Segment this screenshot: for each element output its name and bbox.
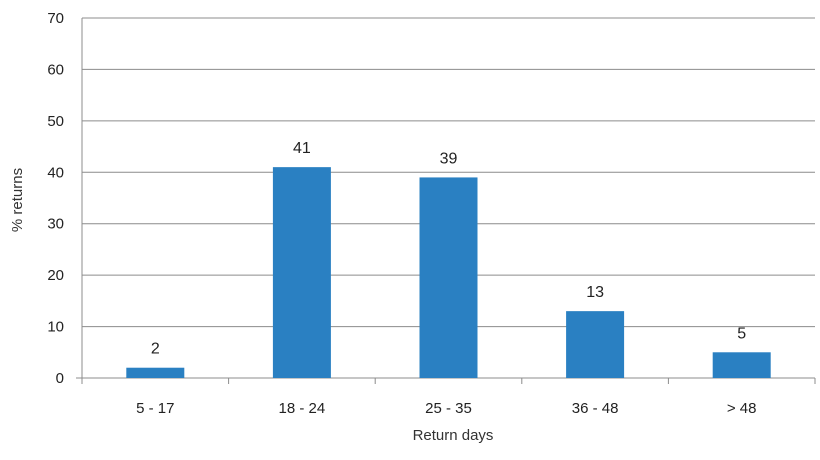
y-axis-title: % returns (9, 168, 26, 232)
data-labels: 2 41 39 13 5 (151, 140, 746, 358)
y-tick-label: 10 (47, 319, 64, 336)
y-tick-label: 30 (47, 216, 64, 233)
y-tick-label: 20 (47, 267, 64, 284)
y-tick-label: 50 (47, 113, 64, 130)
x-tick-label: > 48 (727, 400, 757, 417)
x-tick-label: 5 - 17 (136, 400, 174, 417)
y-tick-label: 0 (56, 370, 64, 387)
x-tick-label: 36 - 48 (572, 400, 619, 417)
y-tick-label: 40 (47, 164, 64, 181)
x-tick-label: 25 - 35 (425, 400, 472, 417)
y-axis-tick-labels: 0 10 20 30 40 50 60 70 (47, 10, 64, 387)
bar (419, 177, 478, 378)
y-tick-label: 70 (47, 10, 64, 27)
x-axis-title: Return days (413, 427, 494, 444)
data-label: 13 (586, 284, 604, 301)
bar (272, 167, 331, 378)
bar (126, 367, 185, 378)
bars (126, 167, 771, 378)
x-tick-label: 18 - 24 (279, 400, 326, 417)
y-tick-label: 60 (47, 61, 64, 78)
data-label: 2 (151, 341, 160, 358)
bar (566, 311, 625, 378)
data-label: 5 (737, 325, 746, 342)
bar (712, 352, 771, 378)
data-label: 39 (440, 150, 458, 167)
x-axis-tick-labels: 5 - 17 18 - 24 25 - 35 36 - 48 > 48 (136, 400, 756, 417)
data-label: 41 (293, 140, 311, 157)
